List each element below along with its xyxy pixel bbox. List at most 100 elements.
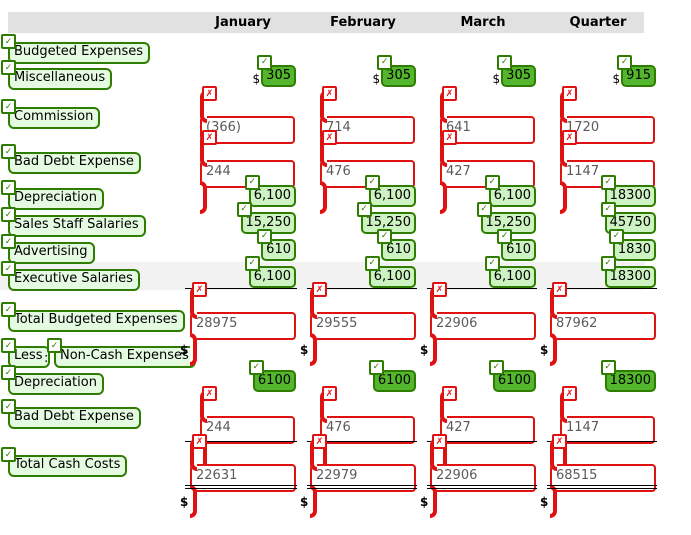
total-cash-february-input[interactable] xyxy=(310,464,416,492)
currency-symbol: $ xyxy=(300,343,309,357)
value-text: 6,100 xyxy=(373,269,411,284)
total-budgeted-january-input[interactable] xyxy=(190,312,296,340)
value-text: 915 xyxy=(626,68,651,83)
correct-checkbox-icon: ✓ xyxy=(1,302,16,317)
value-text: 6,100 xyxy=(493,269,531,284)
correct-checkbox-icon: ✓ xyxy=(1,144,16,159)
label-budgeted-expenses: ✓ Budgeted Expenses xyxy=(1,34,151,64)
value-text: 18300 xyxy=(609,373,651,388)
correct-checkbox-icon: ✓ xyxy=(600,360,616,375)
less-separator: : xyxy=(44,351,49,366)
total-budgeted-february-cell: $ ✗ xyxy=(300,282,416,366)
correct-checkbox-icon: ✓ xyxy=(364,256,380,271)
correct-checkbox-icon: ✓ xyxy=(364,175,380,190)
correct-checkbox-icon: ✓ xyxy=(257,55,273,70)
total-cash-quarter-input[interactable] xyxy=(550,464,656,492)
advertising-quarter-cell: ✓ 1830 xyxy=(608,229,656,261)
incorrect-checkbox-icon: ✗ xyxy=(562,130,577,145)
value-text: 18300 xyxy=(609,269,651,284)
executive-february-value: ✓ 6,100 xyxy=(364,256,416,288)
advertising-january-value: ✓ 610 xyxy=(257,229,296,261)
correct-checkbox-icon: ✓ xyxy=(356,202,372,217)
miscellaneous-february-cell: $ ✓ 305 xyxy=(373,55,416,87)
executive-march-cell: ✓ 6,100 xyxy=(484,256,536,288)
depreciation-noncash-february-cell: ✓ 6100 xyxy=(368,360,416,392)
bad-debt-noncash-february-input[interactable] xyxy=(320,416,415,444)
table-header-bar xyxy=(8,12,644,33)
depreciation-quarter-cell: ✓ 18300 xyxy=(600,175,656,207)
label-text: Total Cash Costs xyxy=(14,457,121,472)
bad-debt-noncash-quarter-cell: ✗ xyxy=(560,386,655,470)
incorrect-checkbox-icon: ✗ xyxy=(442,386,457,401)
incorrect-checkbox-icon: ✗ xyxy=(322,130,337,145)
correct-checkbox-icon: ✓ xyxy=(1,447,16,462)
correct-checkbox-icon: ✓ xyxy=(377,229,393,244)
label-depreciation: ✓ Depreciation xyxy=(1,180,104,210)
value-text: 305 xyxy=(506,68,531,83)
value-text: 6100 xyxy=(257,373,291,388)
depreciation-noncash-march-cell: ✓ 6100 xyxy=(488,360,536,392)
grand-total-rule xyxy=(547,485,657,489)
incorrect-answer-box: ✗ xyxy=(430,282,536,366)
total-cash-january-input[interactable] xyxy=(190,464,296,492)
depreciation-noncash-quarter-value: ✓ 18300 xyxy=(600,360,656,392)
label-text: Executive Salaries xyxy=(14,271,133,286)
value-text: 1830 xyxy=(617,242,651,257)
column-header-february: February xyxy=(330,15,396,30)
subtotal-rule xyxy=(427,441,537,442)
total-cash-quarter-cell: $ ✗ xyxy=(540,434,656,518)
bad-debt-noncash-february-cell: ✗ xyxy=(320,386,415,470)
label-miscellaneous: ✓ Miscellaneous xyxy=(1,60,113,90)
correct-checkbox-icon: ✓ xyxy=(497,55,513,70)
value-text: 15,250 xyxy=(365,215,412,230)
bad-debt-noncash-january-input[interactable] xyxy=(200,416,295,444)
miscellaneous-quarter-cell: $ ✓ 915 xyxy=(613,55,656,87)
depreciation-february-value: ✓ 6,100 xyxy=(364,175,416,207)
bad-debt-noncash-march-input[interactable] xyxy=(440,416,535,444)
correct-checkbox-icon: ✓ xyxy=(600,202,616,217)
depreciation-noncash-january-value: ✓ 6100 xyxy=(248,360,296,392)
total-budgeted-january-cell: $ ✗ xyxy=(180,282,296,366)
miscellaneous-march-value: ✓ 305 xyxy=(497,55,536,87)
bad-debt-noncash-quarter-input[interactable] xyxy=(560,416,655,444)
advertising-quarter-value: ✓ 1830 xyxy=(608,229,656,261)
miscellaneous-january-cell: $ ✓ 305 xyxy=(253,55,296,87)
label-non-cash-expenses: ✓ Non-Cash Expenses xyxy=(47,338,196,368)
total-budgeted-quarter-cell: $ ✗ xyxy=(540,282,656,366)
depreciation-february-cell: ✓ 6,100 xyxy=(364,175,416,207)
miscellaneous-january-value: ✓ 305 xyxy=(257,55,296,87)
label-text: Non-Cash Expenses xyxy=(60,348,189,363)
incorrect-checkbox-icon: ✗ xyxy=(192,282,207,297)
currency-symbol: $ xyxy=(180,343,189,357)
correct-checkbox-icon: ✓ xyxy=(484,256,500,271)
label-sales-staff-salaries: ✓ Sales Staff Salaries xyxy=(1,207,146,237)
incorrect-checkbox-icon: ✗ xyxy=(202,130,217,145)
executive-january-cell: ✓ 6,100 xyxy=(244,256,296,288)
correct-checkbox-icon: ✓ xyxy=(248,360,264,375)
incorrect-answer-box: ✗ xyxy=(430,434,536,518)
label-less: ✓ Less xyxy=(1,338,50,368)
value-text: 18300 xyxy=(609,188,651,203)
incorrect-checkbox-icon: ✗ xyxy=(562,86,577,101)
total-budgeted-march-input[interactable] xyxy=(430,312,536,340)
currency-symbol: $ xyxy=(420,343,429,357)
correct-checkbox-icon: ✓ xyxy=(1,365,16,380)
depreciation-quarter-value: ✓ 18300 xyxy=(600,175,656,207)
total-cash-february-cell: $ ✗ xyxy=(300,434,416,518)
total-budgeted-quarter-input[interactable] xyxy=(550,312,656,340)
label-text: Bad Debt Expense xyxy=(14,154,134,169)
correct-checkbox-icon: ✓ xyxy=(368,360,384,375)
incorrect-checkbox-icon: ✗ xyxy=(322,386,337,401)
total-cash-january-cell: $ ✗ xyxy=(180,434,296,518)
label-text: Miscellaneous xyxy=(14,70,106,85)
correct-checkbox-icon: ✓ xyxy=(497,229,513,244)
total-budgeted-february-input[interactable] xyxy=(310,312,416,340)
value-text: 45750 xyxy=(609,215,651,230)
correct-checkbox-icon: ✓ xyxy=(377,55,393,70)
total-cash-march-input[interactable] xyxy=(430,464,536,492)
incorrect-checkbox-icon: ✗ xyxy=(442,86,457,101)
label-advertising: ✓ Advertising xyxy=(1,234,95,264)
label-text: Bad Debt Expense xyxy=(14,409,134,424)
correct-checkbox-icon: ✓ xyxy=(244,256,260,271)
currency-symbol: $ xyxy=(180,495,189,509)
